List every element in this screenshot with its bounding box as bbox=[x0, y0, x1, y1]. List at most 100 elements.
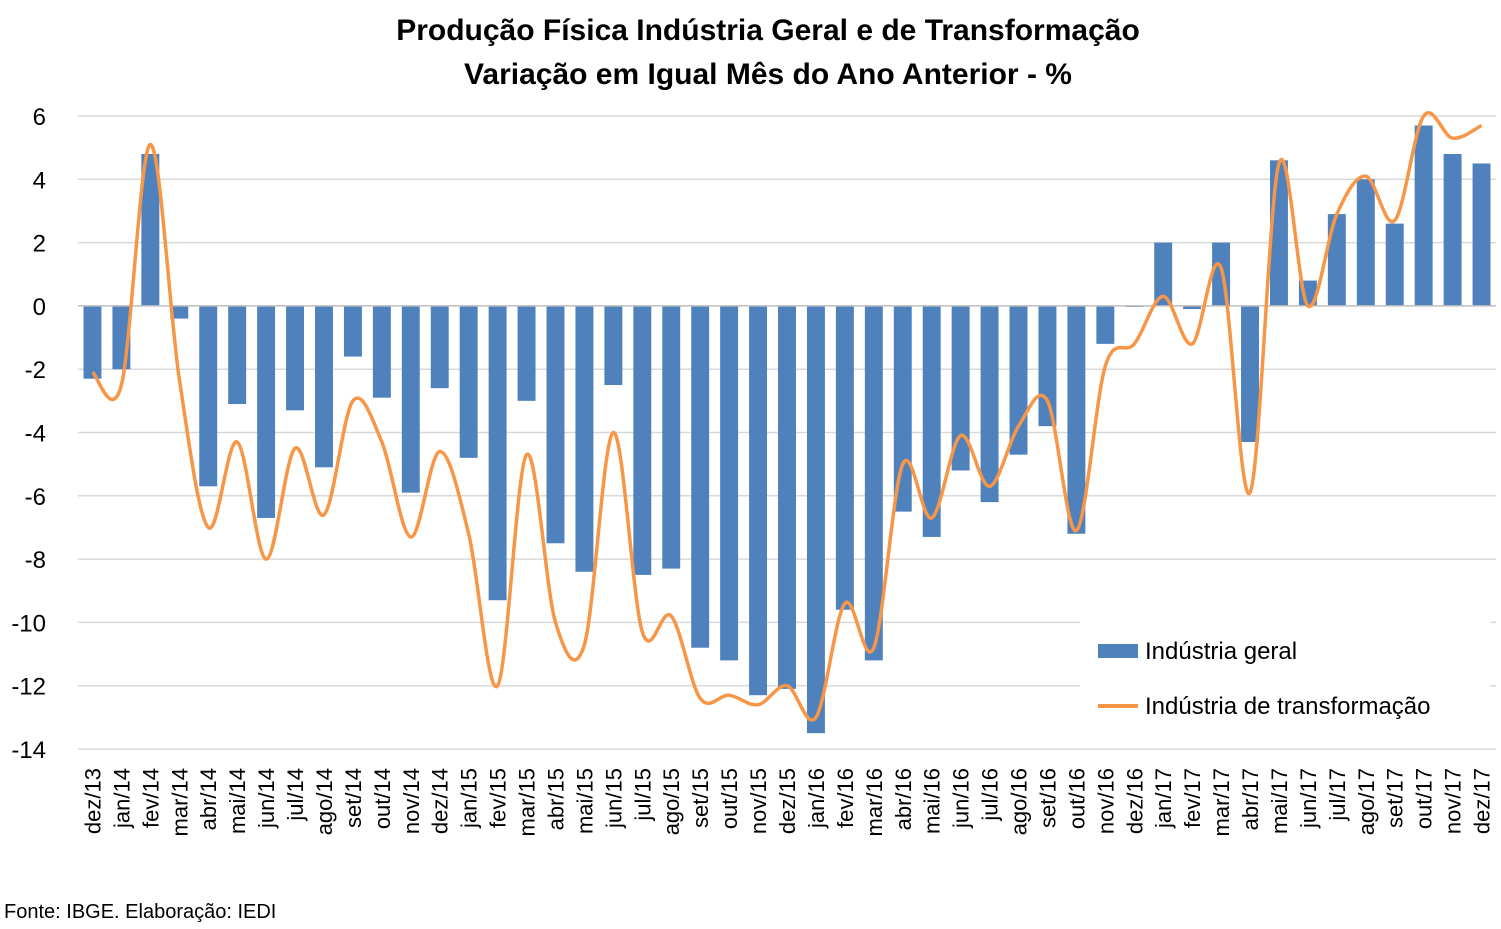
x-tick-label: nov/16 bbox=[1093, 768, 1118, 834]
x-tick-label: out/15 bbox=[717, 768, 742, 829]
x-tick-label: jul/15 bbox=[630, 768, 655, 822]
x-tick-label: mai/17 bbox=[1267, 768, 1292, 834]
x-tick-label: out/16 bbox=[1064, 768, 1089, 829]
bar-fev-15 bbox=[488, 305, 507, 601]
x-tick-label: out/14 bbox=[370, 768, 395, 829]
x-tick-label: abr/14 bbox=[196, 768, 221, 830]
x-tick-label: nov/17 bbox=[1441, 768, 1466, 834]
bar-dez-17 bbox=[1472, 163, 1491, 306]
x-tick-label: set/16 bbox=[1035, 768, 1060, 828]
x-axis-ticks: dez/13 jan/14 fev/14 mar/14 abr/14 mai/14 jun/… bbox=[80, 768, 1494, 836]
x-tick-label: set/17 bbox=[1383, 768, 1408, 828]
y-tick-label: -14 bbox=[11, 737, 46, 764]
line-industria-transformacao bbox=[91, 111, 1483, 722]
bar-abr-15 bbox=[546, 305, 565, 544]
x-tick-label: mar/16 bbox=[862, 768, 887, 836]
bar-jan-17 bbox=[1154, 242, 1173, 306]
x-tick-label: mai/15 bbox=[572, 768, 597, 834]
bar-dez-14 bbox=[430, 305, 449, 389]
y-tick-label: -8 bbox=[25, 547, 46, 574]
bar-fev-16 bbox=[835, 305, 854, 610]
x-tick-label: dez/13 bbox=[80, 768, 105, 834]
bar-nov-14 bbox=[401, 305, 420, 493]
x-tick-label: jan/16 bbox=[804, 768, 829, 829]
legend-label-industria-geral: Indústria geral bbox=[1145, 638, 1297, 665]
bar-set-16 bbox=[1038, 305, 1057, 427]
x-tick-label: fev/15 bbox=[486, 768, 511, 828]
bar-jul-17 bbox=[1327, 214, 1346, 306]
legend-background bbox=[1080, 618, 1490, 744]
bar-set-17 bbox=[1385, 223, 1404, 306]
x-tick-label: dez/17 bbox=[1470, 768, 1495, 834]
x-tick-label: jan/15 bbox=[457, 768, 482, 829]
bar-ago-15 bbox=[662, 305, 681, 569]
y-tick-label: -12 bbox=[11, 674, 46, 701]
bar-abr-17 bbox=[1241, 305, 1259, 442]
bar-out-17 bbox=[1414, 125, 1433, 306]
bar-set-15 bbox=[691, 305, 710, 648]
x-tick-label: jan/17 bbox=[1151, 768, 1176, 829]
x-tick-label: jul/16 bbox=[978, 768, 1003, 822]
bar-fev-14 bbox=[141, 153, 160, 306]
chart-subtitle: Variação em Igual Mês do Ano Anterior - … bbox=[464, 58, 1072, 91]
x-tick-label: nov/15 bbox=[746, 768, 771, 834]
y-axis-ticks: 6 4 2 0 -2 -4 -6 -8 -10 -12 -14 bbox=[11, 104, 46, 764]
x-tick-label: ago/16 bbox=[1007, 768, 1032, 835]
bar-out-14 bbox=[372, 305, 391, 398]
legend-swatch-industria-geral bbox=[1098, 644, 1138, 658]
y-tick-label: 4 bbox=[33, 167, 46, 194]
y-tick-label: 0 bbox=[33, 294, 46, 321]
x-tick-label: set/15 bbox=[688, 768, 713, 828]
bar-mar-14 bbox=[170, 305, 189, 319]
y-tick-label: -4 bbox=[25, 421, 46, 448]
bar-out-16 bbox=[1067, 305, 1086, 534]
bar-ago-14 bbox=[315, 305, 333, 468]
bar-fev-17 bbox=[1183, 305, 1202, 310]
x-tick-label: jul/17 bbox=[1325, 768, 1350, 822]
bar-jun-15 bbox=[604, 305, 623, 386]
x-tick-label: mai/14 bbox=[225, 768, 250, 834]
x-tick-label: mar/15 bbox=[515, 768, 540, 836]
bar-mai-14 bbox=[228, 305, 247, 405]
x-tick-label: ago/15 bbox=[659, 768, 684, 835]
bar-jul-14 bbox=[286, 305, 305, 411]
bar-dez-15 bbox=[778, 305, 796, 689]
source-note: Fonte: IBGE. Elaboração: IEDI bbox=[4, 901, 276, 923]
bar-mai-15 bbox=[575, 305, 594, 572]
bar-nov-16 bbox=[1096, 305, 1115, 344]
bar-ago-16 bbox=[1009, 305, 1028, 455]
bar-set-14 bbox=[343, 305, 362, 357]
x-tick-label: mar/17 bbox=[1209, 768, 1234, 836]
y-tick-label: -2 bbox=[25, 357, 46, 384]
x-tick-label: set/14 bbox=[341, 768, 366, 828]
line-series bbox=[91, 111, 1483, 722]
bar-jun-14 bbox=[257, 305, 276, 518]
bar-jun-16 bbox=[951, 305, 970, 471]
bar-ago-17 bbox=[1356, 179, 1375, 306]
bar-mar-16 bbox=[864, 305, 883, 661]
bar-nov-17 bbox=[1443, 153, 1462, 306]
bar-abr-14 bbox=[199, 305, 218, 487]
x-tick-label: ago/14 bbox=[312, 768, 337, 835]
x-tick-label: ago/17 bbox=[1354, 768, 1379, 835]
y-tick-label: -6 bbox=[25, 484, 46, 511]
x-tick-label: out/17 bbox=[1412, 768, 1437, 829]
y-tick-label: -10 bbox=[11, 610, 46, 637]
x-tick-label: nov/14 bbox=[399, 768, 424, 834]
x-tick-label: dez/14 bbox=[428, 768, 453, 834]
x-tick-label: dez/16 bbox=[1122, 768, 1147, 834]
x-tick-label: jun/15 bbox=[601, 768, 626, 829]
bar-abr-16 bbox=[893, 305, 912, 512]
bar-nov-15 bbox=[749, 305, 768, 696]
x-tick-label: abr/17 bbox=[1238, 768, 1263, 830]
x-tick-label: mai/16 bbox=[920, 768, 945, 834]
x-tick-label: dez/15 bbox=[775, 768, 800, 834]
x-tick-label: abr/16 bbox=[891, 768, 916, 830]
bar-jan-16 bbox=[806, 305, 825, 734]
legend: Indústria geral Indústria de transformaç… bbox=[1080, 618, 1490, 744]
x-tick-label: fev/14 bbox=[138, 768, 163, 828]
x-tick-label: mar/14 bbox=[167, 768, 192, 836]
bar-out-15 bbox=[720, 305, 739, 661]
